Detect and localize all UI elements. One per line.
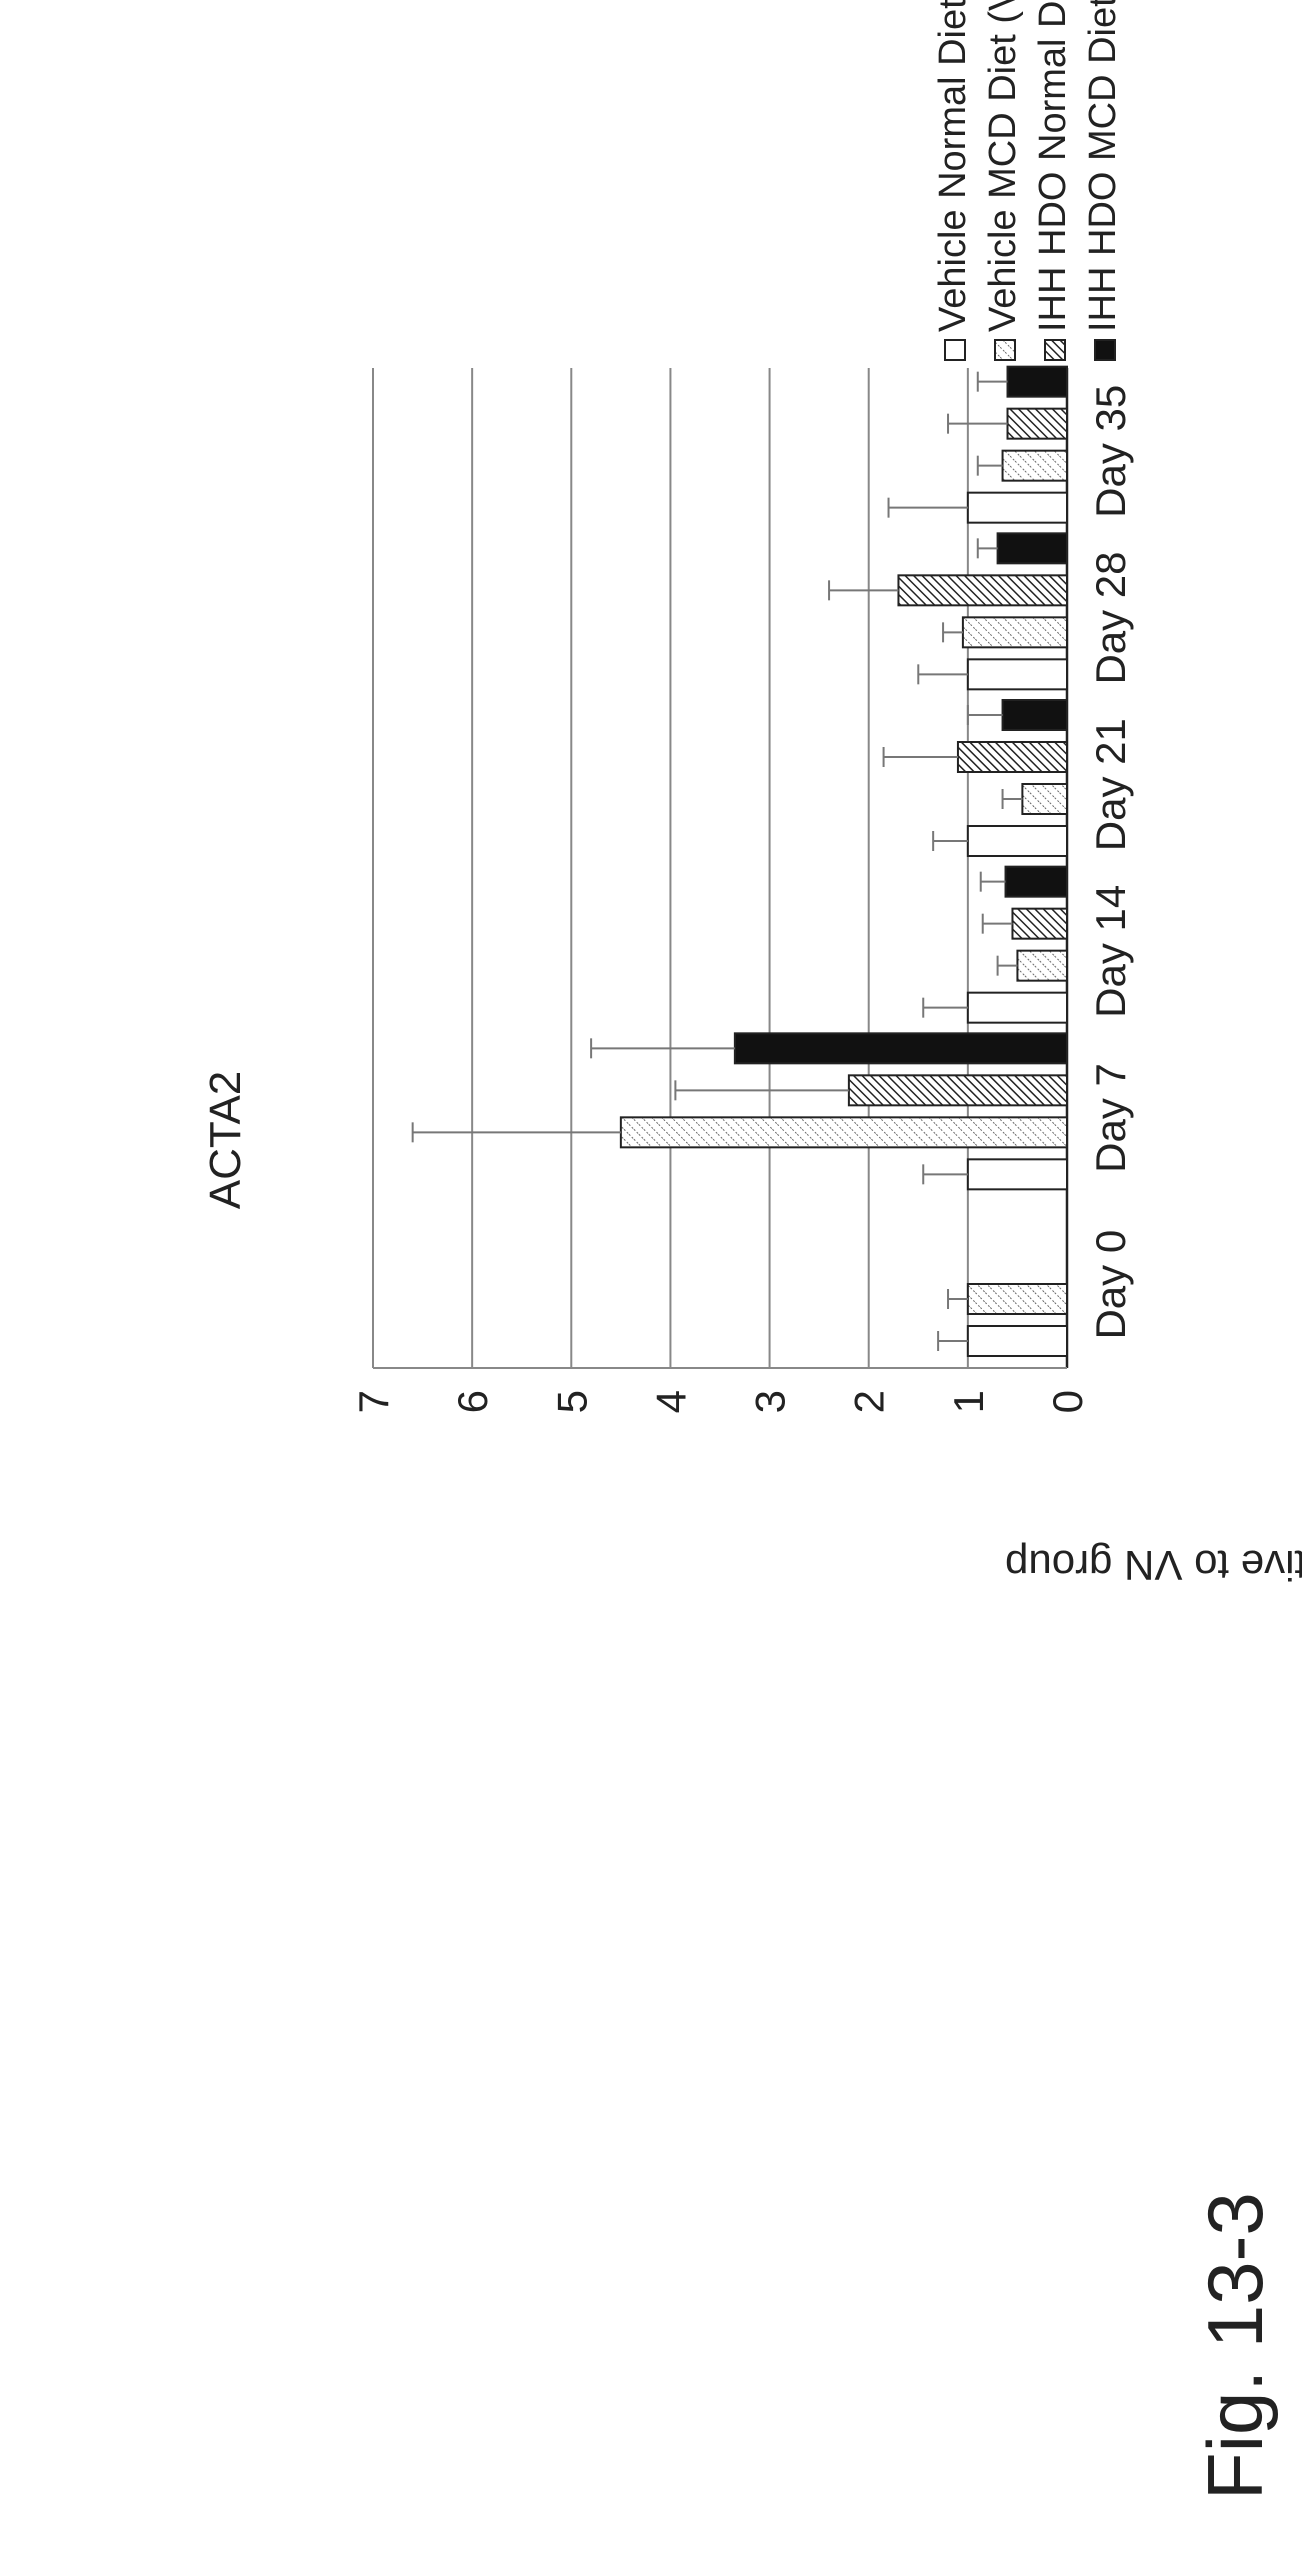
x-tick-label: Day 28 [1087,551,1134,684]
x-tick-label: Day 35 [1087,385,1134,518]
y-tick-label: 6 [449,1390,496,1413]
bar [1006,407,1068,440]
y-tick-label: 4 [647,1390,694,1413]
y-tick-label: 2 [846,1390,893,1413]
y-tick-label: 3 [747,1390,794,1413]
bar [966,825,1068,857]
legend-swatch [944,339,966,361]
legend-label: Vehicle MCD Diet (VM group) [982,0,1024,332]
bars [619,365,1069,1357]
bar [619,1116,1068,1149]
bar [966,658,1068,691]
bar [847,1074,1069,1107]
bar [1016,949,1069,982]
bar [733,1032,1068,1065]
bar [956,741,1069,773]
legend: Vehicle Normal Diet (VN group) Vehicle MC… [932,0,1124,361]
bar [966,1283,1068,1315]
figure-label: Fig. 13-3 [1191,2192,1279,2500]
bar [897,574,1069,607]
x-tick-label: Day 14 [1087,885,1134,1018]
y-axis-ticks: 0 1 2 3 4 5 6 7 [350,1390,1091,1413]
bar [1001,699,1068,731]
legend-swatch [994,339,1016,361]
bar [966,1325,1068,1357]
x-tick-label: Day 0 [1087,1230,1134,1340]
bar [1004,865,1069,898]
y-tick-label: 5 [548,1390,595,1413]
chart-title: ACTA2 [201,1071,250,1210]
error-bars [411,371,1023,1351]
bar [966,991,1068,1024]
bar [966,491,1068,524]
bar [1011,907,1069,940]
bar [966,1158,1068,1191]
legend-label: Vehicle Normal Diet (VN group) [932,0,974,332]
x-tick-label: Day 21 [1087,718,1134,851]
legend-swatch [1044,339,1066,361]
legend-swatch [1094,339,1116,361]
x-axis-labels: Day 0 Day 7 Day 14 Day 21 Day 28 Day 35 [1087,385,1134,1340]
x-tick-label: Day 7 [1087,1063,1134,1173]
y-tick-label: 7 [350,1390,397,1413]
gridlines [372,368,1069,1369]
bar [1006,365,1068,398]
bar [1001,449,1068,482]
legend-label: IHH HDO MCD Diet (IM group) [1082,0,1124,332]
bar [1021,783,1069,815]
legend-label: IHH HDO Normal Diet (IN group) [1032,0,1074,332]
y-tick-label: 1 [945,1390,992,1413]
y-axis-label: Change relative to VN group [1005,1542,1302,1589]
y-tick-label: 0 [1044,1390,1091,1413]
bar [996,532,1068,565]
bar [961,616,1069,649]
